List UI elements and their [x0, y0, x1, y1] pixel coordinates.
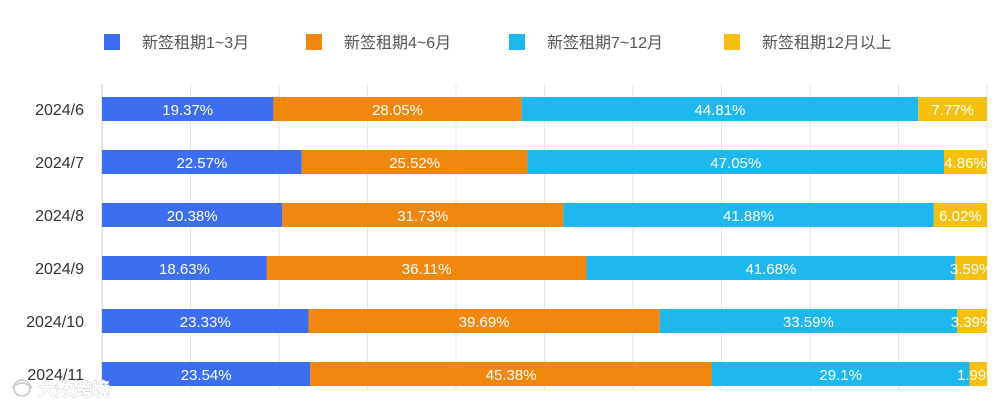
bar-segment	[266, 256, 587, 280]
watermark-text: 大数跨境	[38, 379, 110, 400]
bar-segment	[563, 203, 934, 227]
bar-segment	[586, 256, 956, 280]
data-label: 19.37%	[162, 102, 213, 119]
data-label: 20.38%	[167, 208, 218, 225]
bar-segment	[301, 150, 528, 174]
category-label: 2024/8	[35, 208, 84, 225]
legend-item: 新签租期12月以上	[724, 34, 892, 52]
legend-label: 新签租期4~6月	[344, 34, 451, 52]
data-label: 47.05%	[710, 155, 761, 172]
data-label: 23.54%	[181, 367, 232, 384]
legend-swatch	[306, 34, 322, 50]
bar-segment	[956, 309, 987, 333]
bar-segment	[102, 309, 309, 333]
data-label: 39.69%	[459, 314, 510, 331]
category-label: 2024/9	[35, 261, 84, 278]
bar-segment	[102, 97, 274, 121]
bar-segment	[102, 150, 302, 174]
data-label: 44.81%	[695, 102, 746, 119]
bar-segment	[918, 97, 987, 121]
data-label: 3.39%	[951, 314, 994, 331]
data-label: 41.68%	[745, 261, 796, 278]
bar-segment	[955, 256, 988, 280]
data-label: 3.59%	[950, 261, 993, 278]
bar-segment	[659, 309, 957, 333]
bar-segment	[308, 309, 660, 333]
data-label: 28.05%	[372, 102, 423, 119]
watermark: 大数跨境	[11, 379, 110, 400]
bar-segment	[310, 362, 712, 386]
bar-segment	[527, 150, 944, 174]
data-label: 6.02%	[939, 208, 982, 225]
legend-item: 新签租期7~12月	[509, 34, 663, 52]
data-label: 22.57%	[176, 155, 227, 172]
data-label: 23.33%	[180, 314, 231, 331]
data-label: 36.11%	[402, 261, 452, 278]
legend-label: 新签租期12月以上	[762, 34, 892, 52]
data-label: 7.77%	[931, 102, 974, 119]
legend-swatch	[509, 34, 525, 50]
bar-segment	[282, 203, 564, 227]
bars: 19.37% 28.05% 44.81% 7.77% 22.57% 25.52% 47.05…	[102, 97, 1000, 386]
data-label: 41.88%	[723, 208, 774, 225]
data-label: 33.59%	[783, 314, 834, 331]
category-label: 2024/11	[27, 367, 84, 384]
bar-segment	[969, 362, 988, 386]
legend-item: 新签租期4~6月	[306, 34, 451, 52]
watermark-logo-icon	[11, 379, 33, 397]
legend-label: 新签租期1~3月	[142, 34, 249, 52]
data-label: 31.73%	[397, 208, 448, 225]
legend-item: 新签租期1~3月	[104, 34, 249, 52]
legend: 新签租期1~3月 新签租期4~6月 新签租期7~12月 新签租期12月以上	[104, 34, 892, 52]
data-label: 18.63%	[159, 261, 210, 278]
legend-swatch	[104, 34, 120, 50]
legend-swatch	[724, 34, 740, 50]
data-label: 29.1%	[819, 367, 862, 384]
bar-segment	[943, 150, 987, 174]
bar-segment	[102, 203, 283, 227]
bar-segment	[102, 362, 311, 386]
bar-segment	[933, 203, 988, 227]
data-label: 25.52%	[389, 155, 440, 172]
bar-segment	[521, 97, 919, 121]
category-label: 2024/6	[35, 102, 84, 119]
bar-segment	[102, 256, 267, 280]
data-label: 4.86%	[944, 155, 987, 172]
category-label: 2024/10	[26, 314, 84, 331]
category-axis: 2024/6 2024/7 2024/8 2024/9 2024/10 2024/11	[26, 102, 84, 384]
data-label: 45.38%	[486, 367, 537, 384]
grid-lines	[101, 84, 988, 390]
legend-label: 新签租期7~12月	[547, 34, 663, 52]
data-label: 1.99%	[957, 367, 1000, 384]
bar-segment	[273, 97, 522, 121]
bar-segment	[711, 362, 970, 386]
category-label: 2024/7	[35, 155, 84, 172]
